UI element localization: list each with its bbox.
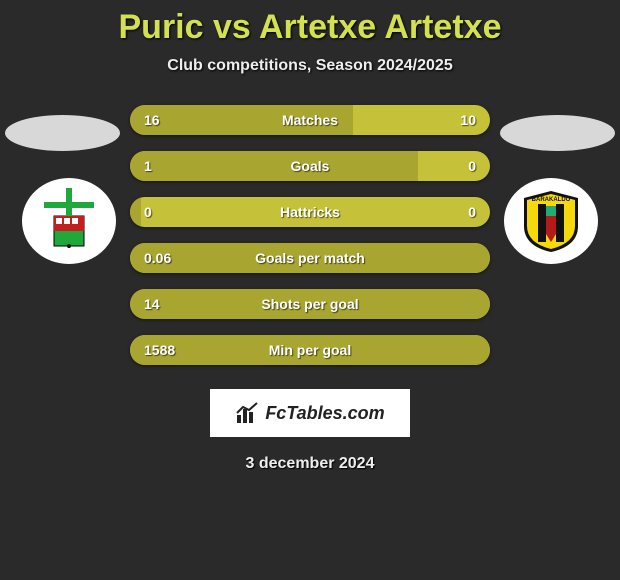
stat-label: Goals per match	[255, 250, 365, 266]
stat-row-matches: 16 Matches 10	[130, 105, 490, 135]
stat-label: Hattricks	[280, 204, 340, 220]
stats-list: 16 Matches 10 1 Goals 0 0 Hattricks 0 0.…	[130, 105, 490, 365]
stat-label: Matches	[282, 112, 338, 128]
stat-value-left: 16	[144, 112, 160, 128]
stat-row-shots-per-goal: 14 Shots per goal	[130, 289, 490, 319]
stat-row-goals-per-match: 0.06 Goals per match	[130, 243, 490, 273]
stat-value-left: 1	[144, 158, 152, 174]
date-label: 3 december 2024	[0, 455, 620, 473]
stat-label: Shots per goal	[261, 296, 358, 312]
stat-value-right: 0	[468, 158, 476, 174]
stat-value-right: 10	[460, 112, 476, 128]
stat-fill	[130, 151, 418, 181]
stat-fill	[130, 197, 141, 227]
comparison-widget: Puric vs Artetxe Artetxe Club competitio…	[0, 0, 620, 473]
page-title: Puric vs Artetxe Artetxe	[0, 8, 620, 47]
stat-row-min-per-goal: 1588 Min per goal	[130, 335, 490, 365]
player-photo-right	[500, 115, 615, 151]
stat-row-goals: 1 Goals 0	[130, 151, 490, 181]
stat-value-left: 14	[144, 296, 160, 312]
stat-value-left: 0	[144, 204, 152, 220]
brand-link[interactable]: FcTables.com	[210, 389, 410, 437]
stat-value-left: 1588	[144, 342, 175, 358]
brand-label: FcTables.com	[265, 403, 384, 424]
subtitle: Club competitions, Season 2024/2025	[0, 57, 620, 75]
stat-value-right: 0	[468, 204, 476, 220]
player-photo-left	[5, 115, 120, 151]
stat-row-hattricks: 0 Hattricks 0	[130, 197, 490, 227]
stat-label: Min per goal	[269, 342, 351, 358]
club-badge-left	[22, 178, 116, 264]
stat-label: Goals	[291, 158, 330, 174]
svg-text:BARAKALDO: BARAKALDO	[532, 197, 571, 203]
shield-cross-icon	[34, 186, 104, 256]
chart-bars-icon	[235, 401, 259, 425]
club-badge-right: BARAKALDO	[504, 178, 598, 264]
club-shield-icon: BARAKALDO	[516, 186, 586, 256]
stat-value-left: 0.06	[144, 250, 171, 266]
